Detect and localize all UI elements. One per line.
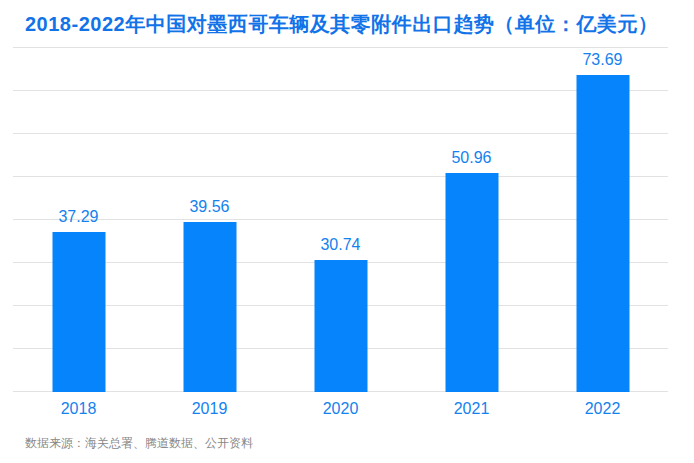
x-label-2019: 2019 [144,400,275,418]
x-axis: 20182019202020212022 [13,400,668,422]
bar-value-label: 73.69 [537,51,668,69]
bar-2022 [576,75,629,392]
x-label-2018: 2018 [13,400,144,418]
bar-2020 [314,260,367,392]
bar-slot: 50.96 [406,48,537,392]
bar-value-label: 30.74 [275,236,406,254]
bar-slot: 39.56 [144,48,275,392]
bar-value-label: 50.96 [406,149,537,167]
bar-value-label: 37.29 [13,208,144,226]
bar-2021 [445,173,498,392]
data-source-note: 数据来源：海关总署、腾道数据、公开资料 [25,435,253,452]
plot-area: 37.2939.56 30.74 50.96 73.69 [13,48,668,392]
x-label-2021: 2021 [406,400,537,418]
bar-2019 [183,222,236,392]
bar-slot: 37.29 [13,48,144,392]
bar-slot: 73.69 [537,48,668,392]
bar-value-label: 39.56 [144,198,275,216]
chart-title: 2018-2022年中国对墨西哥车辆及其零附件出口趋势（单位：亿美元） [25,11,685,38]
chart-page: 2018-2022年中国对墨西哥车辆及其零附件出口趋势（单位：亿美元） 37.2… [0,0,694,463]
bar-slot: 30.74 [275,48,406,392]
x-label-2022: 2022 [537,400,668,418]
bar-2018 [52,232,105,392]
x-label-2020: 2020 [275,400,406,418]
